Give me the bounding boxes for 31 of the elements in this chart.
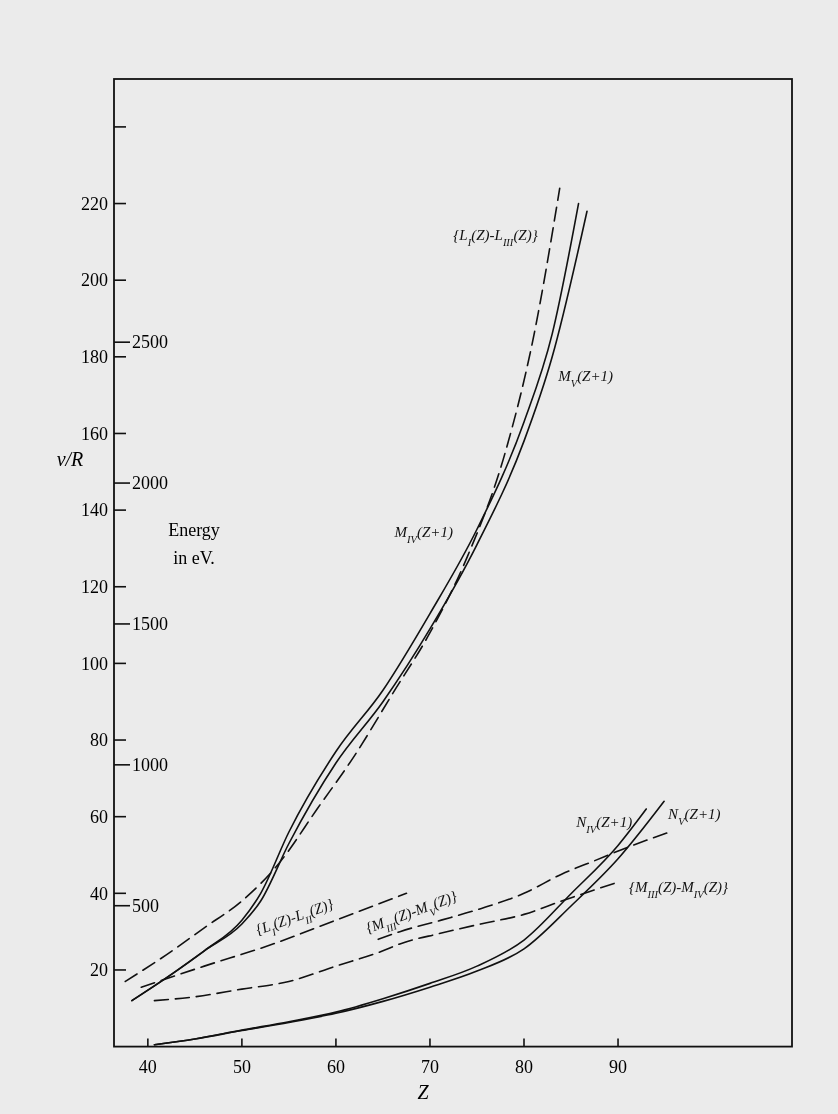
series-label: M$_{V}$(Z+1) (557, 367, 614, 389)
y-tick-label: 40 (90, 883, 108, 904)
series-label: N$_{IV}$(Z+1) (575, 814, 633, 835)
y-tick-label: 120 (81, 577, 108, 598)
series-label: M$_{IV}$(Z+1) (393, 524, 453, 545)
y-tick-label: 180 (81, 347, 108, 368)
y-tick-label: 160 (81, 423, 108, 444)
y2-tick-label: 1500 (132, 614, 168, 635)
y-tick-label: 60 (90, 806, 108, 827)
y-tick-label: 80 (90, 730, 108, 751)
y2-tick-label: 2500 (132, 332, 168, 353)
y2-tick-label: 2000 (132, 473, 168, 494)
y-tick-label: 140 (81, 500, 108, 521)
x-tick-label: 50 (232, 1056, 251, 1077)
series-label: N$_{V}$(Z+1) (667, 806, 721, 827)
y2-axis-title: Energy in eV. (168, 520, 220, 568)
x-tick-label: 70 (420, 1056, 439, 1077)
x-tick-label: 80 (515, 1056, 533, 1077)
y-tick-label: 220 (81, 193, 108, 214)
x-axis-title: Z (417, 1080, 430, 1103)
series-label: {M$_{III}$(Z)-M$_{IV}$(Z)} (628, 878, 729, 900)
y-tick-label: 200 (81, 270, 108, 291)
y-tick-label: 100 (81, 653, 108, 674)
x-tick-label: 40 (138, 1056, 157, 1077)
y2-tick-label: 500 (132, 896, 159, 917)
y-tick-label: 20 (90, 960, 108, 981)
x-tick-label: 60 (326, 1056, 345, 1077)
x-tick-label: 90 (609, 1056, 628, 1077)
series-label: {L$_{I}$(Z)-L$_{III}$(Z)} (453, 227, 538, 248)
y2-tick-label: 1000 (132, 755, 168, 776)
y-axis-title: ν/R (56, 448, 84, 471)
